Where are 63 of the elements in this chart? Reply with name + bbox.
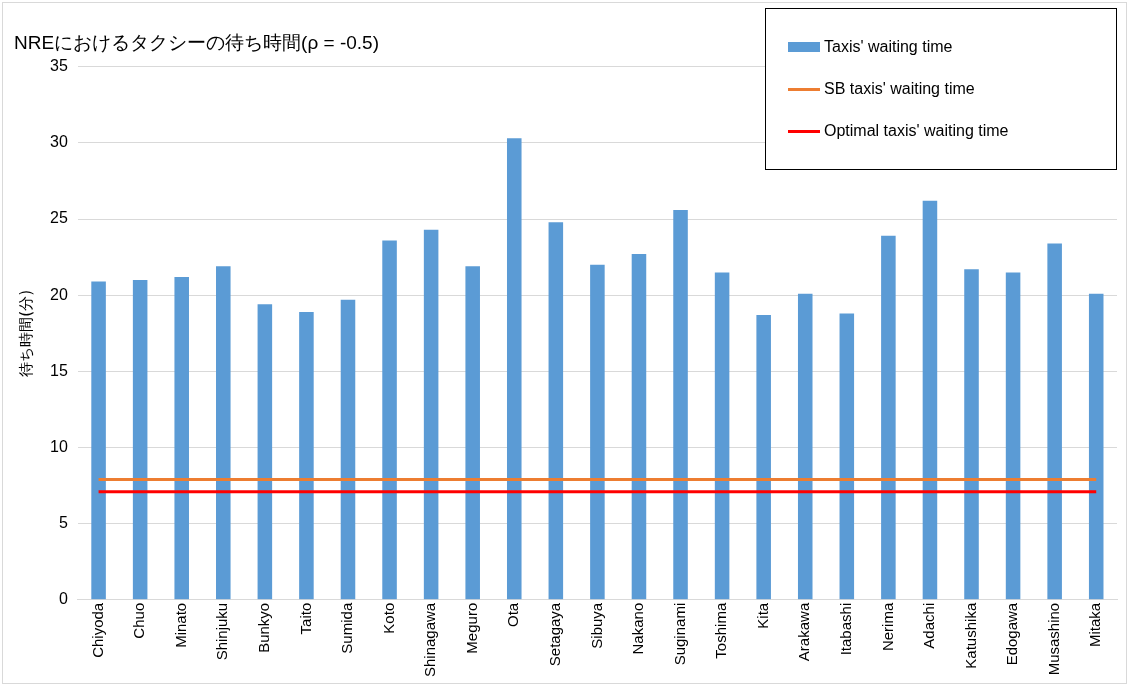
y-tick-label: 5	[58, 514, 68, 532]
bar	[506, 138, 522, 600]
x-tick-label: Mitaka	[1086, 602, 1104, 647]
x-tick-label: Koto	[379, 602, 397, 634]
x-tick-label: Shinjuku	[213, 602, 231, 661]
bar	[382, 240, 397, 600]
x-tick-label: Bunkyo	[254, 602, 272, 653]
x-tick-label: Ota	[504, 602, 522, 627]
bar	[839, 313, 855, 600]
y-axis-title: 待ち時間(分)	[16, 289, 35, 377]
x-tick-label: Katushika	[961, 602, 979, 669]
legend-label: Optimal taxis' waiting time	[824, 122, 1009, 140]
x-tick-label: Sibuya	[587, 602, 605, 649]
x-tick-label: Suginami	[670, 602, 688, 666]
x-tick-label: Minato	[171, 602, 189, 648]
x-tick-label: Nerima	[878, 602, 896, 652]
x-tick-label: Toshima	[712, 602, 730, 659]
x-tick-label: Kita	[753, 602, 771, 629]
bar	[91, 281, 106, 600]
x-tick-label: Chiyoda	[88, 602, 106, 658]
x-tick-label: Nakano	[629, 602, 647, 655]
bar	[714, 272, 730, 600]
y-tick-label: 25	[50, 209, 68, 227]
legend-label: SB taxis' waiting time	[824, 80, 975, 98]
legend-label: Taxis' waiting time	[824, 38, 953, 56]
bar	[756, 315, 771, 600]
bar	[299, 311, 314, 600]
x-tick-label: Taito	[296, 602, 314, 635]
chart-title: NREにおけるタクシーの待ち時間(ρ = -0.5)	[14, 31, 379, 53]
bar	[1047, 243, 1062, 600]
x-tick-label: Shinagawa	[421, 602, 439, 678]
x-tick-label: Chuo	[130, 602, 148, 639]
bar	[673, 209, 688, 600]
x-tick-label: Edogawa	[1003, 602, 1021, 666]
bar	[590, 264, 605, 600]
bar	[423, 229, 439, 600]
y-tick-label: 0	[58, 590, 68, 608]
bar	[340, 299, 356, 600]
y-tick-label: 15	[50, 361, 68, 379]
bar	[257, 304, 273, 600]
x-tick-label: Sumida	[338, 602, 356, 654]
y-tick-label: 10	[50, 437, 68, 455]
bar	[1088, 293, 1104, 600]
bar	[174, 276, 189, 600]
bar	[216, 266, 231, 600]
bar	[964, 269, 979, 600]
y-tick-label: 30	[50, 133, 68, 151]
x-tick-label: Musashino	[1044, 602, 1062, 676]
x-tick-label: Itabashi	[836, 602, 854, 656]
bar	[881, 235, 896, 600]
y-tick-label: 20	[50, 285, 68, 303]
bar	[132, 279, 148, 600]
bar	[922, 200, 938, 600]
x-tick-label: Adachi	[920, 602, 938, 649]
bar	[631, 254, 647, 600]
bar	[1005, 272, 1021, 600]
x-tick-label: Setagaya	[545, 602, 563, 667]
x-tick-label: Arakawa	[795, 602, 813, 662]
bar	[548, 222, 564, 600]
bar	[797, 293, 813, 600]
x-tick-label: Meguro	[462, 602, 480, 654]
bar	[465, 266, 480, 600]
y-tick-label: 35	[50, 57, 68, 75]
